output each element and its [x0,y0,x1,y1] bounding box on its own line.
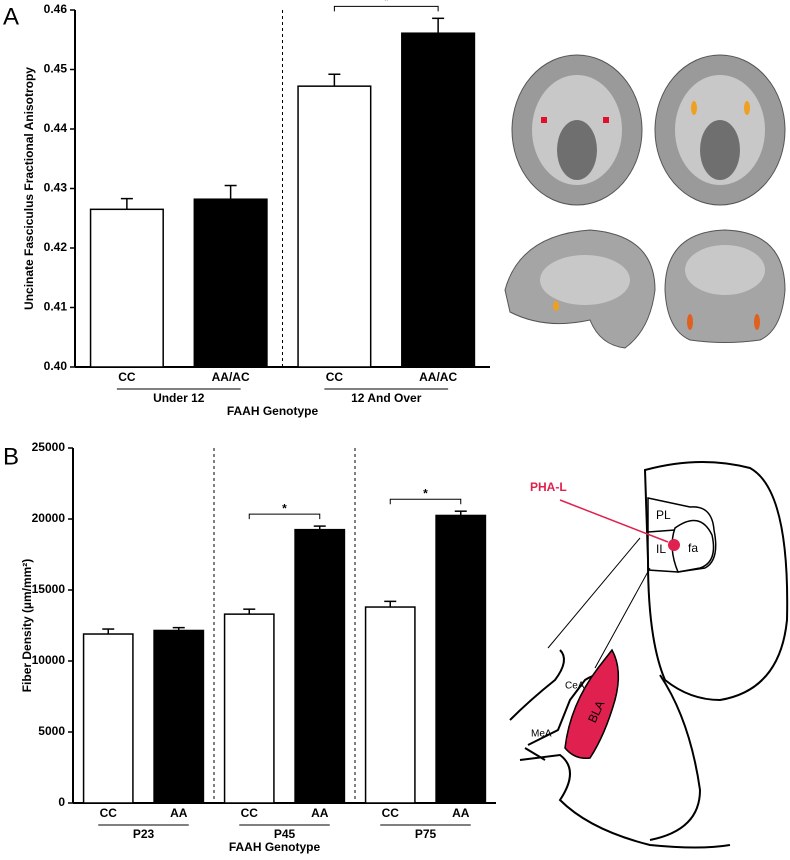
x-tick-label: AA/AC [212,370,250,384]
region-label: fa [688,541,698,555]
y-tick-label: 10000 [32,653,66,667]
y-axis-label: Uncinate Fasciculus Fractional Anisotrop… [22,67,36,310]
tracer-arrow [559,499,669,543]
y-tick-label: 15000 [32,582,66,596]
y-tick-label: 0.45 [44,62,68,76]
group-label: P23 [133,827,155,841]
y-axis-label: Fiber Density (µm/mm²) [20,559,34,693]
x-tick-label: AA [452,806,470,820]
brain-images [504,54,786,349]
bar [89,208,164,368]
y-tick-label: 0.44 [44,121,68,135]
bar [364,606,416,804]
y-tick-label: 0.46 [44,2,68,16]
group-label: P45 [274,827,296,841]
bla-region [564,648,620,760]
y-tick-label: 25000 [32,440,66,454]
brain-diagram [509,460,789,849]
panel-label: A [3,3,19,30]
region-label: PL [656,508,671,522]
significance-bracket [248,513,321,520]
bar [153,629,205,804]
y-tick-label: 0.40 [44,359,68,373]
y-tick-label: 0.43 [44,181,68,195]
significance-label: * [282,501,287,515]
bar [82,633,134,804]
group-label: P75 [415,827,437,841]
x-tick-label: AA [170,806,188,820]
region-label: MeA [531,729,552,740]
group-label: Under 12 [153,391,205,405]
tracer-label: PHA-L [530,480,567,494]
significance-label: * [423,486,428,500]
y-tick-label: 0.41 [44,300,68,314]
bar [401,32,476,368]
x-tick-label: CC [382,806,400,820]
bar [193,198,268,368]
bar [297,85,372,368]
panel-label: B [3,443,19,470]
x-tick-label: CC [100,806,118,820]
region-label: CeA [565,681,585,692]
x-tick-label: AA [311,806,329,820]
x-tick-label: AA/AC [419,370,457,384]
y-tick-label: 0.42 [44,240,68,254]
x-axis-label: FAAH Genotype [227,404,319,418]
group-label: 12 And Over [351,391,422,405]
x-tick-label: CC [326,370,344,384]
x-tick-label: CC [118,370,136,384]
x-axis-label: FAAH Genotype [229,840,321,854]
significance-bracket [333,5,439,12]
y-tick-label: 0 [58,795,65,809]
region-label: IL [656,542,666,556]
significance-bracket [389,498,462,505]
bar [294,528,346,804]
significance-label: * [384,0,389,8]
injection-site [668,539,680,551]
bar [223,613,275,804]
y-tick-label: 5000 [38,724,65,738]
x-tick-label: CC [241,806,259,820]
bar [435,514,487,804]
y-tick-label: 20000 [32,511,66,525]
